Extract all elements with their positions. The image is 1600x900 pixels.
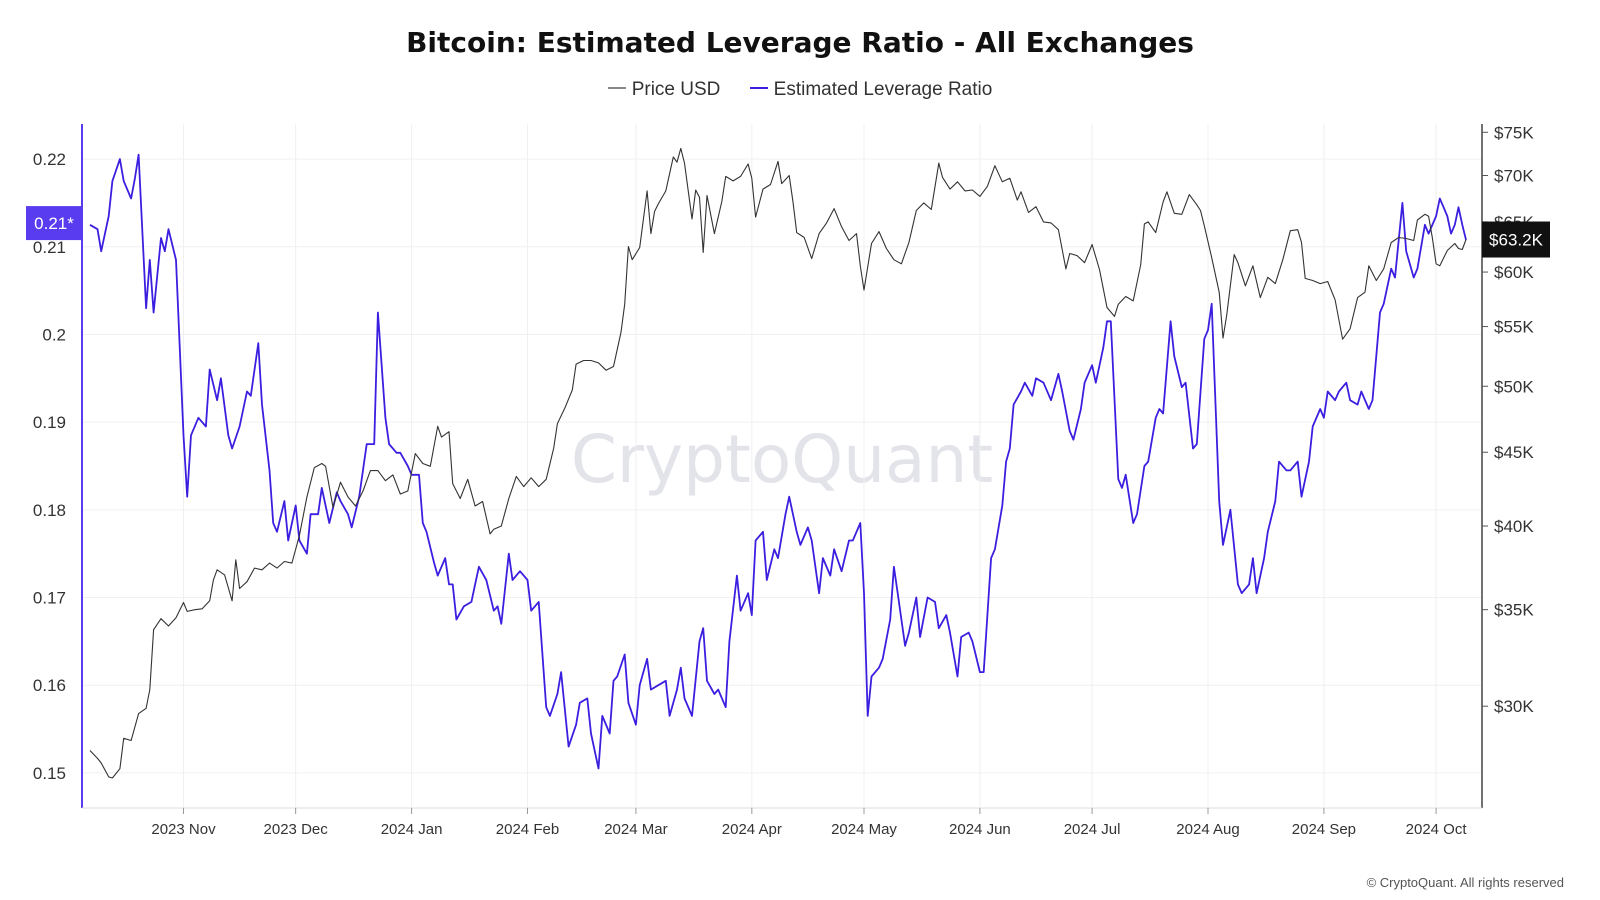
y-left-tick-label: 0.22 <box>33 150 66 169</box>
legend-swatch-leverage <box>749 86 768 89</box>
legend-swatch-price <box>607 86 626 89</box>
price-current-label: $63.2K <box>1489 231 1544 250</box>
legend-label-leverage: Estimated Leverage Ratio <box>773 79 993 100</box>
x-tick-label: 2023 Nov <box>151 821 216 838</box>
legend-label-price: Price USD <box>631 79 721 100</box>
x-tick-label: 2024 Jul <box>1064 821 1121 838</box>
x-tick-label: 2024 Aug <box>1176 821 1239 838</box>
y-right-tick-label: $70K <box>1494 167 1534 186</box>
legend-item-leverage[interactable]: Estimated Leverage Ratio <box>749 79 993 101</box>
y-right-tick-label: $35K <box>1494 601 1534 620</box>
y-right-tick-label: $45K <box>1494 443 1534 462</box>
price-current-badge <box>1482 221 1550 258</box>
y-right-tick-label: $40K <box>1494 517 1534 536</box>
x-tick-label: 2024 Feb <box>496 821 559 838</box>
x-axis-ticks: 2023 Nov 2023 Dec 2024 Jan 2024 Feb 2024 Mar… <box>151 808 1467 838</box>
x-tick-label: 2024 Mar <box>604 821 667 838</box>
y-left-tick-label: 0.19 <box>33 413 66 432</box>
grid-lines <box>82 124 1482 808</box>
y-right-tick-label: $30K <box>1494 697 1534 716</box>
y-left-tick-label: 0.18 <box>33 501 66 520</box>
chart-title: Bitcoin: Estimated Leverage Ratio - All … <box>406 26 1194 59</box>
series-lines <box>89 147 1467 779</box>
leverage-current-badge <box>26 206 82 241</box>
y-right-tick-label: $50K <box>1494 377 1534 396</box>
x-tick-label: 2024 Jun <box>949 821 1011 838</box>
watermark: CryptoQuant <box>571 421 993 498</box>
y-left-tick-label: 0.16 <box>33 676 66 695</box>
legend-item-price[interactable]: Price USD <box>607 79 721 101</box>
y-left-tick-label: 0.21 <box>33 238 66 257</box>
copyright-text: © CryptoQuant. All rights reserved <box>1366 875 1564 890</box>
series-line-leverage <box>89 153 1467 770</box>
x-tick-label: 2024 Apr <box>722 821 782 838</box>
x-tick-label: 2024 Sep <box>1292 821 1356 838</box>
y-right-ticks: $30K$35K$40K$45K$50K$55K$60K$65K$70K$75K <box>1482 123 1534 716</box>
current-value-badges: 0.21* $63.2K <box>26 206 1550 258</box>
series-line-price <box>89 147 1467 779</box>
y-right-tick-label: $55K <box>1494 318 1534 337</box>
x-tick-label: 2024 Oct <box>1406 821 1468 838</box>
y-left-tick-label: 0.17 <box>33 589 66 608</box>
y-left-tick-label: 0.2 <box>42 325 66 344</box>
x-tick-label: 2024 May <box>831 821 897 838</box>
y-left-ticks: 0.15 0.16 0.17 0.18 0.19 0.2 0.21 0.22 <box>33 150 66 783</box>
x-tick-label: 2024 Jan <box>381 821 443 838</box>
y-right-tick-label: $60K <box>1494 263 1534 282</box>
leverage-current-label: 0.21* <box>34 214 74 233</box>
y-left-tick-label: 0.15 <box>33 764 66 783</box>
x-tick-label: 2023 Dec <box>264 821 329 838</box>
chart-legend: Price USD Estimated Leverage Ratio <box>0 79 1600 101</box>
y-right-tick-label: $75K <box>1494 123 1534 142</box>
